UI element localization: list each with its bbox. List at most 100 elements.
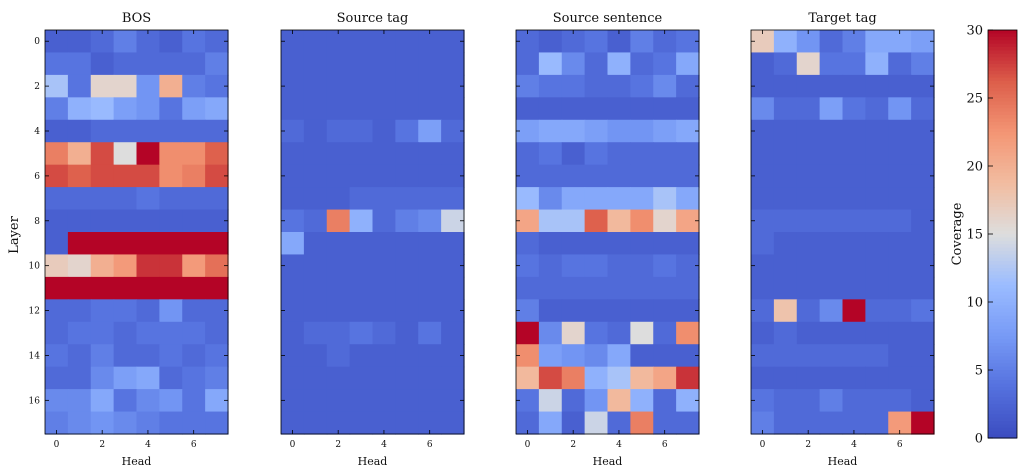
heatmap-cell (136, 411, 160, 435)
heatmap-cell (538, 299, 563, 323)
heatmap-cell (395, 232, 419, 256)
colorbar-segment (988, 217, 1017, 221)
heatmap-cell (653, 209, 677, 233)
heatmap-cell (516, 232, 540, 256)
heatmap-cell (113, 411, 138, 435)
y-tick-label: 14 (29, 351, 41, 361)
heatmap-cell (326, 276, 351, 300)
heatmap-cell (372, 411, 396, 435)
heatmap-cell (159, 119, 183, 143)
heatmap-panel: Source sentence 0 2 4 6 Head (515, 11, 700, 468)
heatmap-cell (538, 187, 563, 211)
heatmap-cell (773, 366, 798, 390)
heatmap-cell (441, 321, 465, 345)
colorbar-segment (988, 74, 1017, 79)
heatmap-cell (653, 389, 677, 413)
heatmap-cell (865, 164, 889, 188)
heatmap-cell (676, 344, 700, 368)
heatmap-cell (182, 276, 206, 300)
heatmap-cell (159, 344, 183, 368)
heatmap-cell (281, 97, 305, 121)
heatmap-panel: BOS 0 2 4 6 Head 0 2 4 6 8 10 12 14 16 (29, 11, 229, 468)
colorbar-segment (988, 98, 1017, 102)
heatmap-cell (819, 74, 844, 98)
heatmap-cell (303, 276, 328, 300)
heatmap-cell (911, 344, 935, 368)
colorbar-segment (988, 387, 1017, 391)
heatmap-cell (842, 164, 866, 188)
heatmap-cell (45, 299, 69, 323)
heatmap-cell (205, 389, 229, 413)
colorbar-segment (988, 183, 1017, 187)
heatmap-cell (303, 74, 328, 98)
heatmap-cell (113, 164, 138, 188)
heatmap-cell (90, 389, 115, 413)
heatmap-cell (561, 254, 586, 278)
heatmap-cell (653, 187, 677, 211)
colorbar-segment (988, 288, 1017, 293)
heatmap-cell (113, 209, 138, 233)
heatmap-cell (819, 276, 844, 300)
heatmap-cell (888, 209, 912, 233)
y-tick-label: 10 (29, 262, 41, 272)
heatmap-cell (90, 30, 115, 54)
heatmap-cell (90, 164, 115, 188)
heatmap-cell (326, 254, 351, 278)
colorbar-segment (988, 393, 1017, 398)
heatmap-cell (796, 97, 821, 121)
heatmap-cell (441, 97, 465, 121)
x-axis-label: Head (593, 455, 623, 468)
heatmap-cell (584, 52, 609, 76)
heatmap-cell (418, 30, 442, 54)
colorbar-segment (988, 332, 1017, 337)
heatmap-cell (205, 142, 229, 166)
heatmap-cell (561, 321, 586, 345)
x-tick-label: 6 (427, 440, 433, 450)
heatmap-cell (441, 299, 465, 323)
heatmap-cell (842, 119, 866, 143)
heatmap-cell (751, 187, 775, 211)
heatmap-cell (136, 52, 160, 76)
heatmap-cell (303, 389, 328, 413)
colorbar-segment (988, 36, 1017, 41)
heatmap-cell (538, 389, 563, 413)
heatmap-cell (136, 366, 160, 390)
heatmap-cell (67, 321, 92, 345)
heatmap-cell (159, 276, 183, 300)
heatmap-cell (90, 187, 115, 211)
heatmap-cell (911, 187, 935, 211)
heatmap-cell (888, 52, 912, 76)
heatmap-cell (418, 232, 442, 256)
x-tick-label: 2 (805, 440, 811, 450)
heatmap-cell (67, 366, 92, 390)
heatmap-cell (819, 52, 844, 76)
heatmap-cell (182, 74, 206, 98)
heatmap-cell (205, 52, 229, 76)
panel-frame (44, 29, 229, 435)
colorbar-segment (988, 91, 1017, 96)
heatmap-cell (45, 74, 69, 98)
heatmap-cell (281, 366, 305, 390)
heatmap-cell (372, 52, 396, 76)
heatmap-cell (865, 232, 889, 256)
heatmap-cell (182, 52, 206, 76)
heatmap-cell (441, 142, 465, 166)
heatmap-cell (865, 97, 889, 121)
heatmap-cell (842, 187, 866, 211)
heatmap-cell (159, 74, 183, 98)
x-tick-label: 2 (570, 440, 576, 450)
heatmap-cell (773, 344, 798, 368)
heatmap-cell (159, 389, 183, 413)
heatmap-cell (182, 209, 206, 233)
colorbar-segment (988, 325, 1017, 330)
colorbar-segment (988, 176, 1017, 181)
heatmap-cell (418, 411, 442, 435)
heatmap-cell (516, 366, 540, 390)
heatmap-cell (538, 321, 563, 345)
heatmap-cell (281, 276, 305, 300)
heatmap-cell (911, 30, 935, 54)
heatmap-cell (773, 30, 798, 54)
heatmap-cell (607, 389, 631, 413)
heatmap-cell (349, 254, 374, 278)
heatmap-cell (205, 119, 229, 143)
